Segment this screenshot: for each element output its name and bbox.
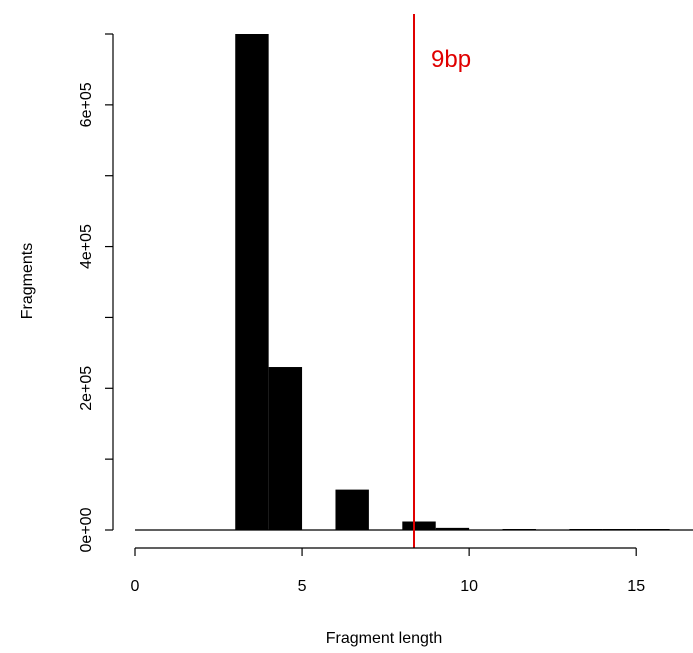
vline-label: 9bp xyxy=(431,46,471,73)
histogram-bar-6 xyxy=(335,489,369,530)
x-axis: 0 5 10 15 xyxy=(131,547,645,595)
y-tick-label: 0e+00 xyxy=(78,507,95,552)
histogram-bar-9 xyxy=(435,527,470,530)
vline-layer: 9bp xyxy=(413,14,471,548)
x-axis-title: Fragment length xyxy=(326,630,443,647)
histogram-bar-3 xyxy=(235,34,269,530)
histogram-bar-4 xyxy=(268,367,303,530)
bars-layer xyxy=(135,34,693,531)
y-tick-label: 4e+05 xyxy=(78,224,95,269)
x-tick-label: 10 xyxy=(460,578,478,595)
x-tick-label: 0 xyxy=(131,578,140,595)
y-axis: 0e+00 2e+05 4e+05 6e+05 xyxy=(78,33,114,552)
y-axis-title: Fragments xyxy=(19,243,36,319)
x-tick-label: 5 xyxy=(298,578,307,595)
y-tick-label: 6e+05 xyxy=(78,82,95,127)
x-tick-label: 15 xyxy=(627,578,645,595)
histogram-bar-8 xyxy=(402,521,436,530)
y-tick-label: 2e+05 xyxy=(78,366,95,411)
